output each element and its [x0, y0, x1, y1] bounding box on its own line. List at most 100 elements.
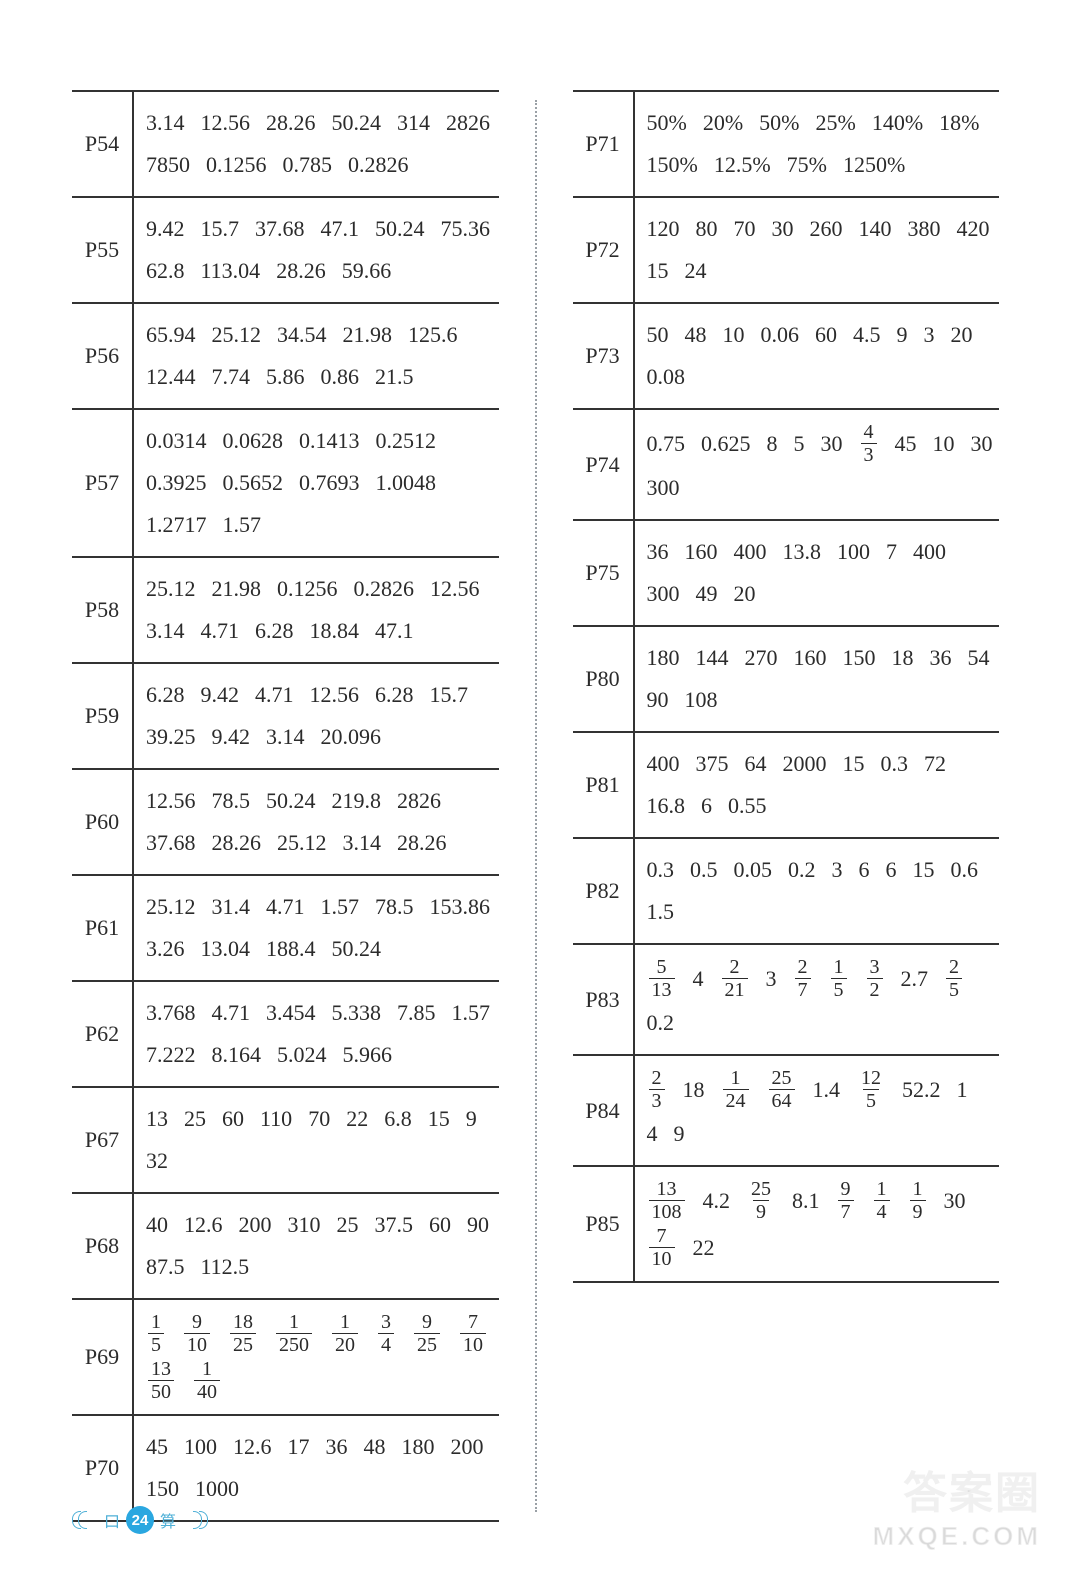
value: 15	[843, 745, 865, 783]
value: 7.222	[146, 1036, 196, 1074]
value: 50	[647, 316, 669, 354]
value: 140	[859, 210, 892, 248]
value: 6.28	[255, 612, 294, 650]
value: 30	[971, 425, 993, 463]
value: 21.98	[343, 316, 393, 354]
value: 72	[924, 745, 946, 783]
value: 8.1	[792, 1182, 820, 1220]
row-label: P73	[573, 304, 635, 408]
value: 21.5	[375, 358, 414, 396]
value: 64	[745, 745, 767, 783]
value: 7.85	[397, 994, 436, 1032]
value: 0.2512	[376, 422, 437, 460]
value: 30	[821, 425, 843, 463]
value: 12.5%	[714, 146, 771, 184]
value: 48	[685, 316, 707, 354]
value: 12.6	[184, 1206, 223, 1244]
value: 1.57	[223, 506, 262, 544]
fraction-value: 513	[647, 957, 677, 1000]
value: 5.86	[266, 358, 305, 396]
two-column-layout: P543.1412.5628.2650.24314282678500.12560…	[72, 90, 999, 1522]
row-label: P84	[573, 1056, 635, 1165]
value: 12.56	[430, 570, 480, 608]
value: 3	[832, 851, 843, 889]
row-content: 3616040013.810074003004920	[635, 521, 1000, 625]
row-content: 25.1221.980.12560.282612.563.144.716.281…	[134, 558, 499, 662]
value: 150	[146, 1470, 179, 1508]
value: 4.71	[201, 612, 240, 650]
column-divider	[535, 100, 537, 1512]
value: 28.26	[276, 252, 326, 290]
value: 70	[308, 1100, 330, 1138]
value: 18.84	[310, 612, 360, 650]
value: 4.5	[853, 316, 881, 354]
value: 10	[933, 425, 955, 463]
value: 270	[745, 639, 778, 677]
table-row: P7150%20%50%25%140%18%150%12.5%75%1250%	[573, 90, 1000, 196]
value: 180	[647, 639, 680, 677]
value: 219.8	[332, 782, 382, 820]
value: 3.14	[343, 824, 382, 862]
value: 0.08	[647, 358, 686, 396]
value: 50.24	[332, 930, 382, 968]
value: 188.4	[266, 930, 316, 968]
value: 32	[146, 1142, 168, 1180]
row-content: 0.750.625853043451030300	[635, 410, 1000, 519]
row-label: P83	[573, 945, 635, 1054]
value: 0.3925	[146, 464, 207, 502]
value: 25%	[815, 104, 855, 142]
row-content: 400375642000150.37216.860.55	[635, 733, 1000, 837]
row-label: P85	[573, 1167, 635, 1281]
value: 9	[897, 316, 908, 354]
row-content: 4510012.61736481802001501000	[134, 1416, 499, 1520]
value: 4.71	[266, 888, 305, 926]
value: 12.56	[201, 104, 251, 142]
value: 0.3	[881, 745, 909, 783]
value: 0.06	[761, 316, 800, 354]
table-row: P570.03140.06280.14130.25120.39250.56520…	[72, 408, 499, 556]
value: 108	[685, 681, 718, 719]
value: 13	[146, 1100, 168, 1138]
value: 47.1	[321, 210, 360, 248]
row-label: P55	[72, 198, 134, 302]
value: 9.42	[201, 676, 240, 714]
page-footer: 口 24 算	[72, 1506, 208, 1534]
table-row: P691591018251250120349257101350140	[72, 1298, 499, 1414]
row-label: P81	[573, 733, 635, 837]
value: 75%	[787, 146, 827, 184]
value: 1.57	[321, 888, 360, 926]
value: 2000	[783, 745, 827, 783]
row-label: P62	[72, 982, 134, 1086]
value: 10	[723, 316, 745, 354]
value: 160	[794, 639, 827, 677]
value: 2826	[446, 104, 490, 142]
value: 400	[734, 533, 767, 571]
table-row: P84231812425641.412552.2149	[573, 1054, 1000, 1165]
value: 0.785	[283, 146, 333, 184]
page-number-badge: 24	[126, 1506, 154, 1534]
value: 0.1413	[299, 422, 360, 460]
fraction-value: 1250	[274, 1312, 314, 1355]
value: 31.4	[212, 888, 251, 926]
value: 8.164	[212, 1036, 262, 1074]
value: 0.1256	[277, 570, 338, 608]
value: 70	[734, 210, 756, 248]
fraction-value: 43	[859, 422, 879, 465]
value: 36	[326, 1428, 348, 1466]
value: 39.25	[146, 718, 196, 756]
fraction-value: 124	[721, 1068, 751, 1111]
row-content: 5048100.06604.593200.08	[635, 304, 1000, 408]
row-label: P71	[573, 92, 635, 196]
value: 0.0628	[223, 422, 284, 460]
value: 78.5	[375, 888, 414, 926]
value: 1.2717	[146, 506, 207, 544]
row-label: P75	[573, 521, 635, 625]
row-content: 13256011070226.815932	[134, 1088, 499, 1192]
table-row: P81400375642000150.37216.860.55	[573, 731, 1000, 837]
row-content: 0.30.50.050.2366150.61.5	[635, 839, 1000, 943]
value: 78.5	[212, 782, 251, 820]
value: 0.2	[647, 1004, 675, 1042]
value: 37.68	[255, 210, 305, 248]
value: 100	[837, 533, 870, 571]
value: 260	[810, 210, 843, 248]
